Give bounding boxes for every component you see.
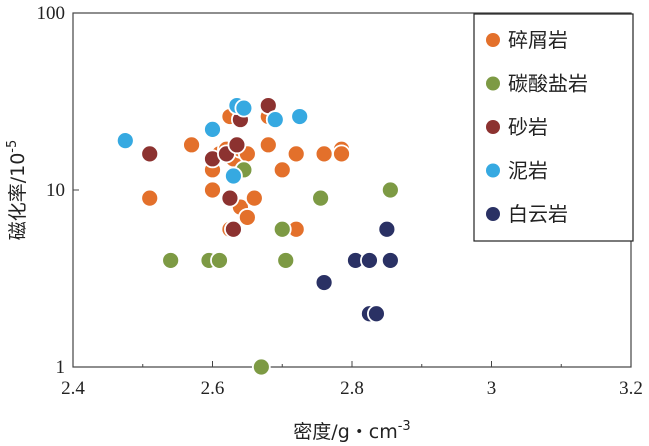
- data-point: [332, 144, 351, 164]
- data-point: [227, 135, 247, 155]
- legend-box: [473, 13, 634, 242]
- data-point: [276, 251, 296, 270]
- data-point: [182, 135, 201, 155]
- legend-marker: [486, 76, 500, 91]
- data-point: [272, 160, 292, 180]
- tick-labels: 2.4 2.6 2.8 3 3.2 1 10 100: [37, 3, 643, 399]
- x-axis-title-sup: -3: [398, 419, 411, 434]
- legend-marker: [486, 207, 500, 221]
- data-point: [234, 98, 254, 118]
- x-tick-label: 3.2: [619, 378, 643, 399]
- legend-label: 白云岩: [508, 202, 568, 226]
- legend-marker: [486, 163, 500, 178]
- x-axis-title: 密度/g・cm-3: [293, 419, 410, 443]
- data-point: [203, 180, 222, 200]
- legend-label: 碳酸盐岩: [508, 72, 588, 96]
- x-tick-label: 2.6: [201, 378, 225, 399]
- data-point: [140, 188, 160, 208]
- data-point: [210, 251, 229, 270]
- data-point: [367, 304, 386, 324]
- data-point: [380, 251, 400, 270]
- data-points: [115, 96, 400, 377]
- x-tick-label: 2.4: [61, 378, 85, 399]
- x-axis-title-main: 密度/g・cm: [293, 421, 397, 443]
- data-point: [220, 188, 240, 208]
- data-point: [224, 219, 243, 239]
- y-tick-label: 100: [37, 3, 66, 24]
- legend-label: 砂岩: [508, 115, 548, 139]
- data-point: [265, 110, 285, 129]
- data-point: [272, 219, 292, 239]
- data-point: [244, 188, 264, 208]
- data-point: [286, 144, 306, 164]
- y-axis-title: 磁化率/10-5: [5, 140, 29, 241]
- legend-marker: [486, 33, 500, 47]
- x-tick-label: 3: [487, 378, 497, 399]
- data-point: [380, 180, 400, 200]
- y-tick-label: 1: [56, 357, 66, 378]
- axis-ticks: [72, 12, 632, 368]
- data-point: [237, 208, 257, 227]
- data-point: [140, 144, 160, 164]
- data-point: [203, 119, 222, 139]
- legend-label: 碎屑岩: [508, 28, 568, 52]
- y-tick-label: 10: [46, 180, 65, 201]
- data-point: [314, 144, 334, 164]
- legend-marker: [486, 120, 500, 134]
- data-point: [311, 188, 331, 208]
- data-point: [314, 273, 334, 292]
- data-point: [258, 135, 278, 155]
- y-axis-title-main: 磁化率/10: [7, 153, 29, 241]
- y-axis-title-sup: -5: [5, 140, 20, 153]
- data-point: [161, 251, 181, 270]
- data-point: [251, 357, 271, 377]
- data-point: [224, 166, 243, 186]
- data-point: [377, 219, 397, 239]
- x-tick-label: 2.8: [340, 378, 364, 399]
- data-point: [360, 251, 379, 270]
- data-point: [115, 131, 135, 151]
- data-point: [290, 107, 310, 126]
- legend-label: 泥岩: [508, 159, 548, 183]
